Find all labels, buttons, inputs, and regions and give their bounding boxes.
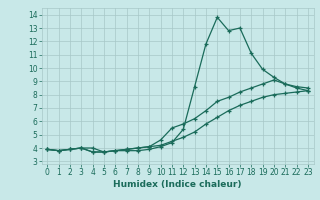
X-axis label: Humidex (Indice chaleur): Humidex (Indice chaleur) [113,180,242,189]
